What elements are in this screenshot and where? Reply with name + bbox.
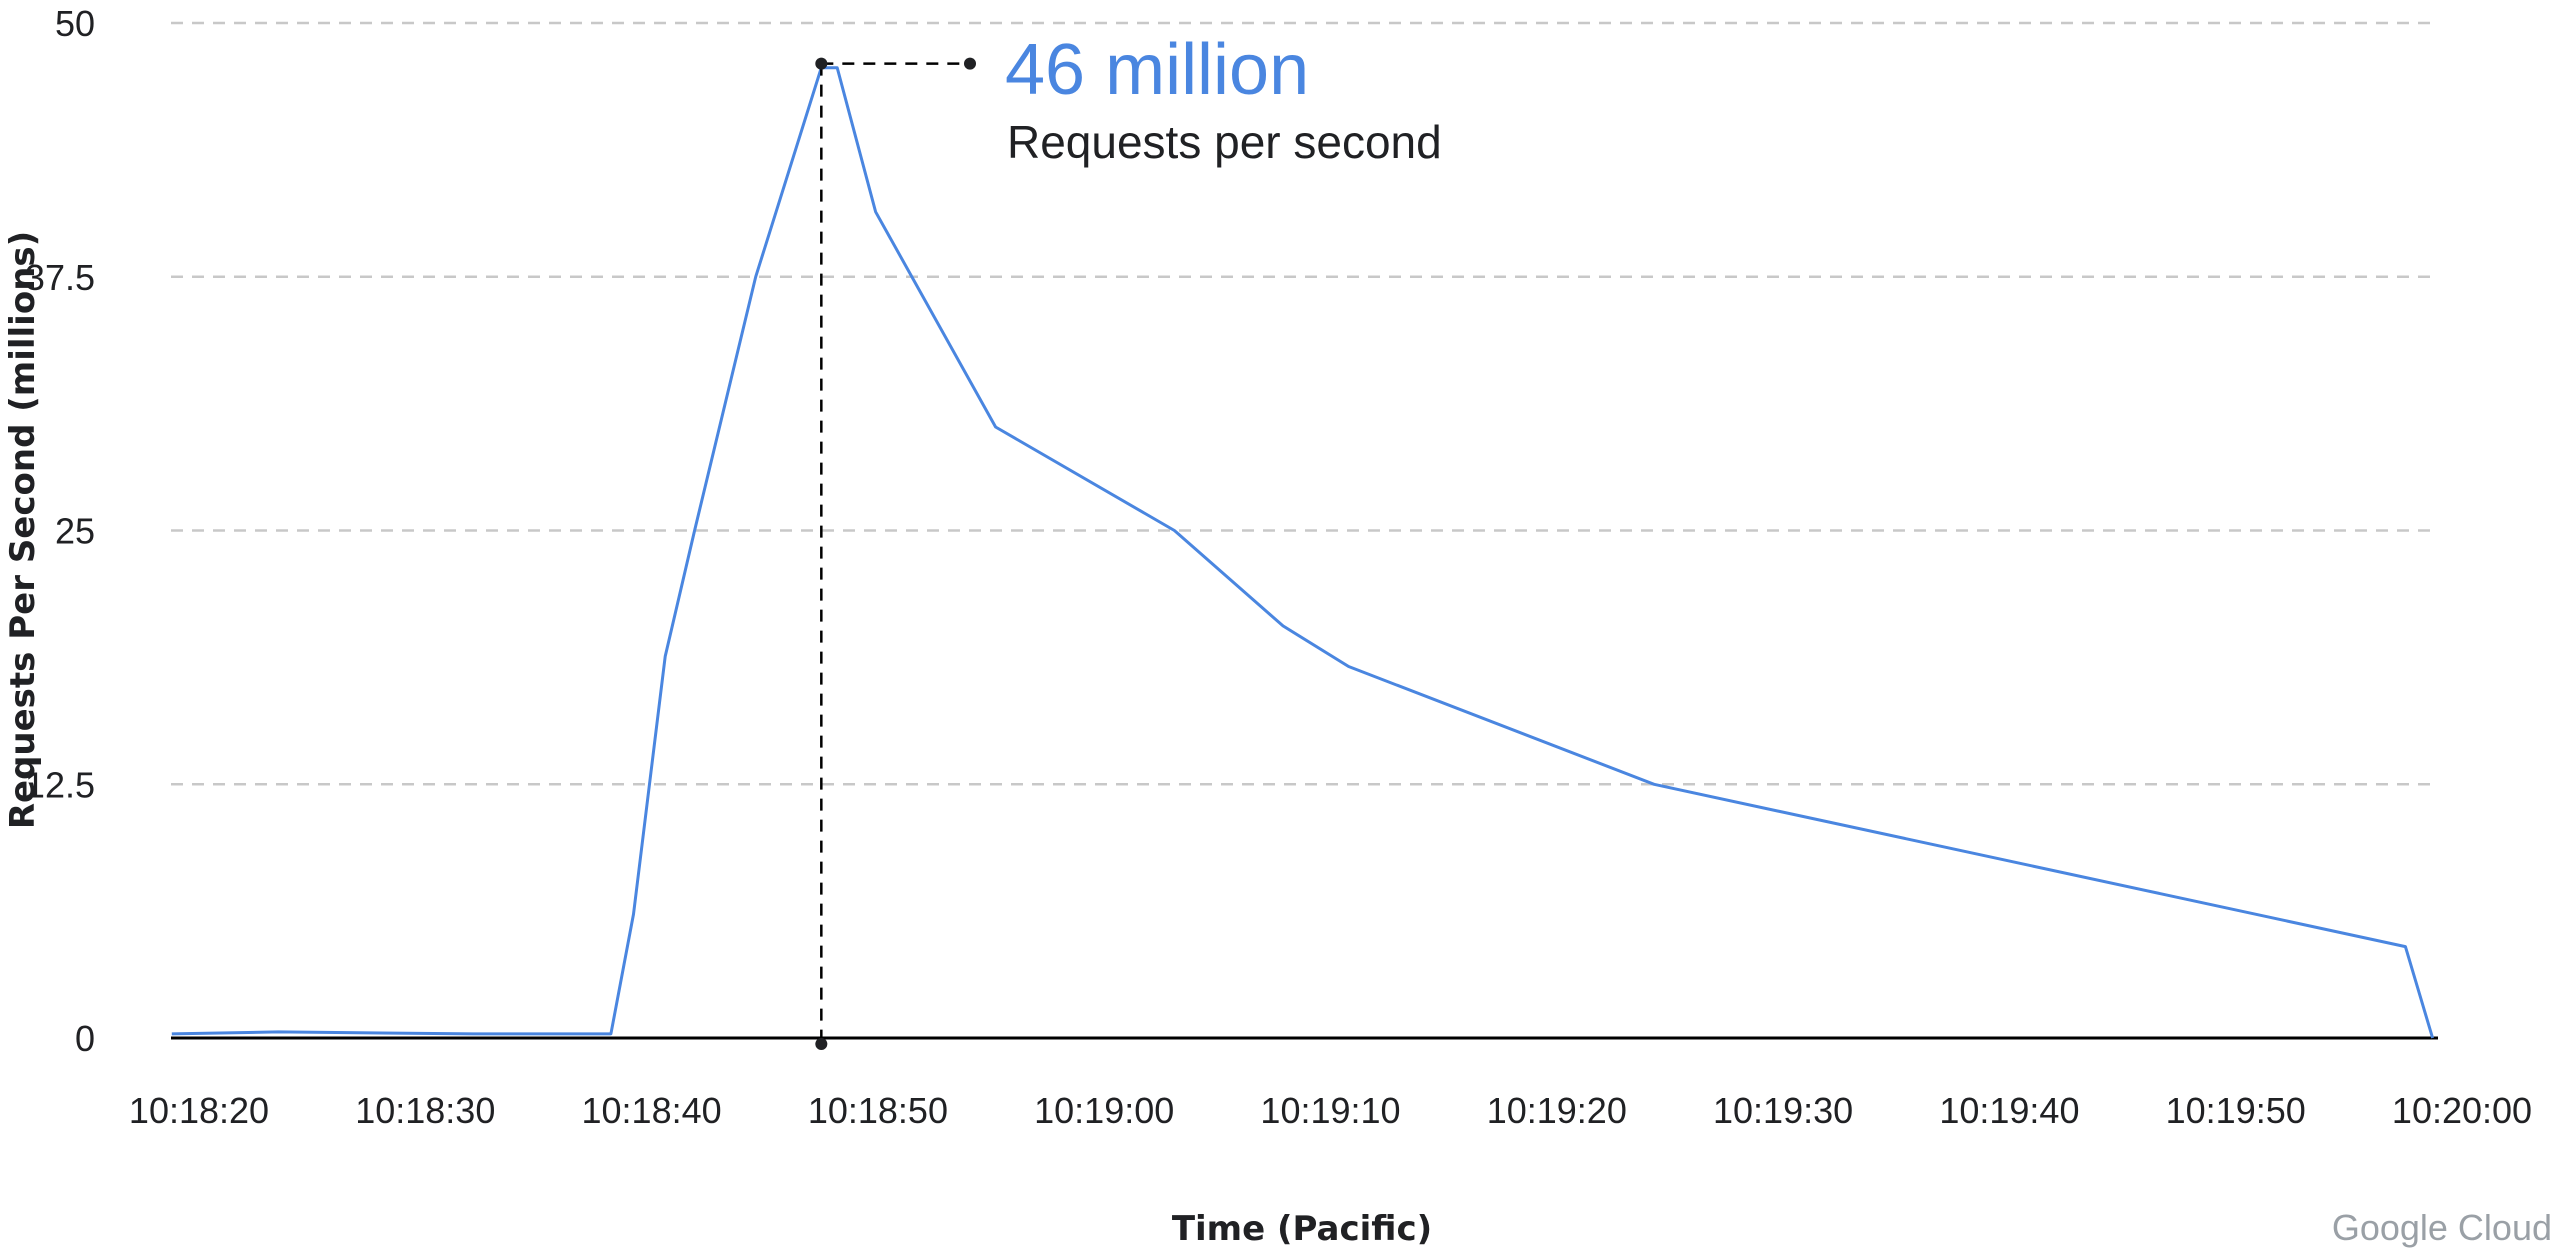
y-tick-label: 12.5	[25, 764, 95, 805]
x-tick-label: 10:19:20	[1487, 1090, 1627, 1131]
google-cloud-logo: Google Cloud	[2332, 1207, 2552, 1248]
x-tick-label: 10:19:30	[1713, 1090, 1853, 1131]
y-tick-label: 50	[55, 3, 95, 44]
y-axis-title: Requests Per Second (millions)	[3, 231, 43, 829]
peak-caption: Requests per second	[1007, 116, 1442, 168]
annotation-end-dot	[964, 57, 976, 70]
peak-value-label: 46 million	[1005, 30, 1309, 110]
x-tick-label: 10:20:00	[2392, 1090, 2532, 1131]
x-axis-title: Time (Pacific)	[1172, 1209, 1432, 1249]
x-tick-label: 10:18:50	[808, 1090, 948, 1131]
peak-dot	[815, 57, 828, 70]
y-tick-label: 25	[55, 511, 95, 552]
x-tick-label: 10:18:20	[129, 1090, 269, 1131]
series-line	[171, 66, 2435, 1039]
x-tick-label: 10:18:30	[355, 1090, 495, 1131]
x-tick-label: 10:19:40	[1939, 1090, 2079, 1131]
x-tick-label: 10:19:00	[1034, 1090, 1174, 1131]
y-tick-labels: 0 12.5 25 37.5 50	[25, 3, 95, 1059]
baseline-dot	[815, 1038, 828, 1050]
x-tick-labels: 10:18:20 10:18:30 10:18:40 10:18:50 10:19:00…	[129, 1090, 2532, 1131]
peak-annotation: 46 million Requests per second	[815, 30, 1442, 1050]
x-tick-label: 10:19:50	[2166, 1090, 2306, 1131]
y-tick-label: 0	[75, 1018, 95, 1059]
x-tick-label: 10:19:10	[1260, 1090, 1400, 1131]
x-tick-label: 10:18:40	[582, 1090, 722, 1131]
y-tick-label: 37.5	[25, 257, 95, 298]
